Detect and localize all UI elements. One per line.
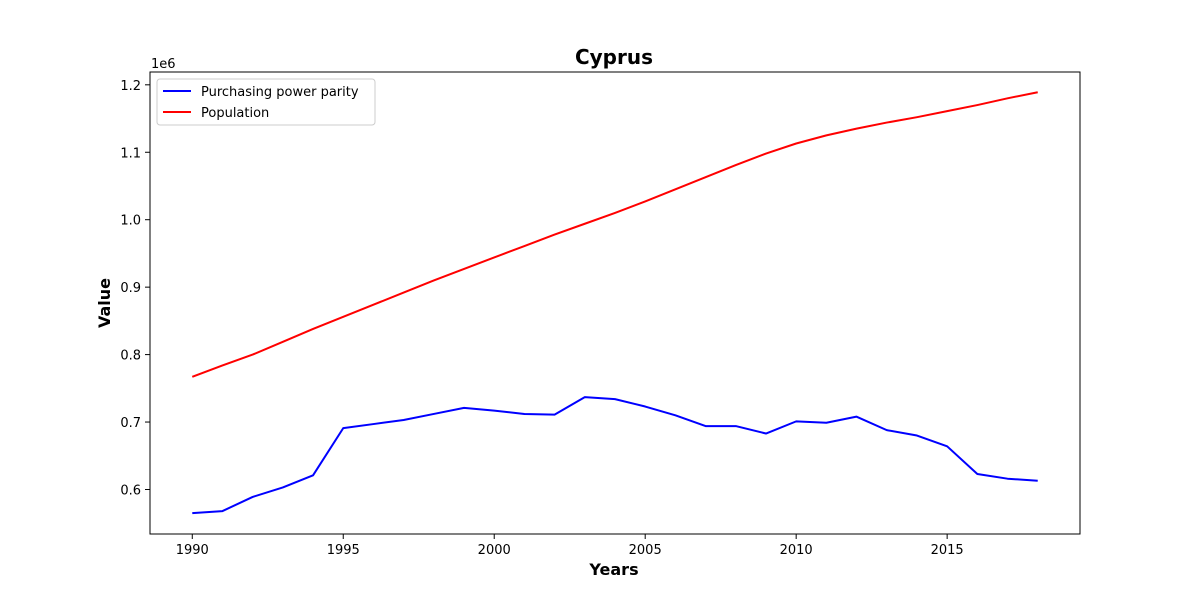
y-tick-label: 0.8 [120, 349, 141, 364]
y-axis-label: Value [95, 278, 114, 328]
legend: Purchasing power parity Population [156, 78, 376, 126]
plot-area [191, 91, 1038, 515]
legend-box [156, 78, 376, 126]
y-tick-label: 0.9 [120, 281, 141, 296]
legend-label-purchasing-power-parity: Purchasing power parity [201, 85, 359, 100]
x-axis-label: Years [588, 560, 638, 579]
x-tick-label: 1995 [327, 543, 360, 558]
y-axis: 0.6 0.7 0.8 0.9 1.0 1.1 1.2 [120, 79, 150, 498]
y-tick-label: 1.2 [120, 79, 141, 94]
y-tick-label: 1.0 [120, 214, 141, 229]
series-line-purchasing-power-parity [192, 396, 1038, 515]
x-tick-label: 2005 [629, 543, 662, 558]
x-tick-label: 2000 [478, 543, 511, 558]
y-tick-label: 0.6 [120, 483, 141, 498]
series-line-population [191, 91, 1038, 378]
y-tick-label: 0.7 [120, 416, 141, 431]
axes-frame [149, 71, 1081, 535]
y-axis-offset-label: 1e6 [151, 57, 176, 72]
x-tick-label: 1990 [176, 543, 209, 558]
chart-title: Cyprus [575, 45, 653, 69]
x-tick-label: 2015 [931, 543, 964, 558]
x-axis: 1990 1995 2000 2005 2010 2015 [176, 534, 964, 558]
y-tick-label: 1.1 [120, 146, 141, 161]
legend-label-population: Population [201, 106, 269, 121]
x-tick-label: 2010 [780, 543, 813, 558]
